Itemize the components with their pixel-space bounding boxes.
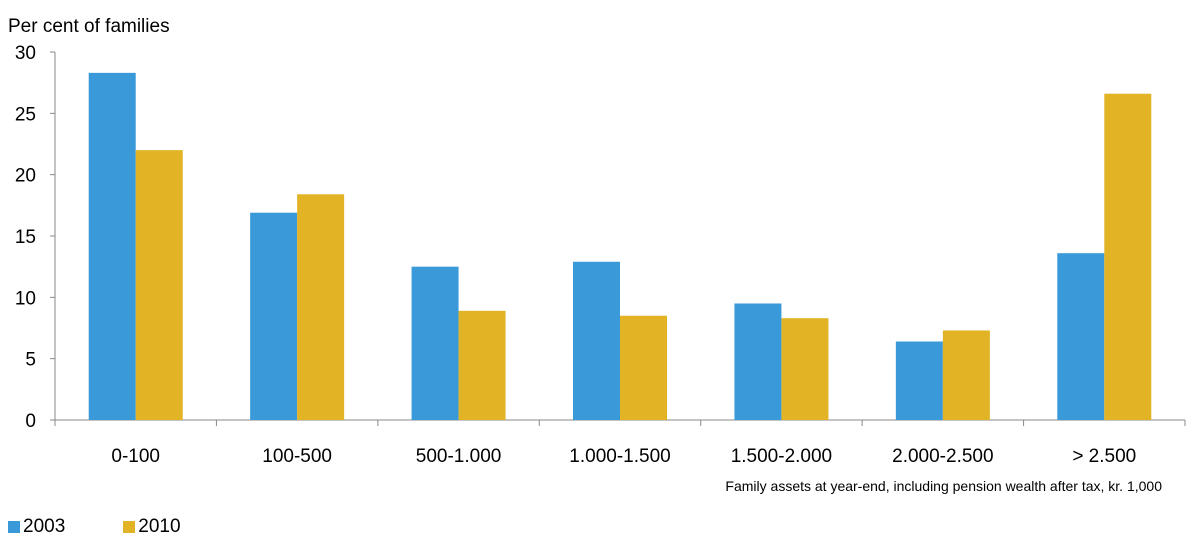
bar-2003-4 <box>734 303 782 420</box>
bar-2003-0 <box>88 72 136 420</box>
y-tick-label: 10 <box>15 288 36 309</box>
y-tick-label: 30 <box>15 43 36 64</box>
x-tick-label: 0-100 <box>111 446 160 467</box>
bar-2010-5 <box>942 330 990 420</box>
bar-2010-1 <box>297 194 345 420</box>
x-tick-label: 1.500-2.000 <box>731 446 832 467</box>
y-tick-label: 5 <box>25 350 36 371</box>
x-tick-label: 1.000-1.500 <box>569 446 670 467</box>
y-tick-label: 15 <box>15 227 36 248</box>
x-tick-label: > 2.500 <box>1072 446 1136 467</box>
legend-item-2010: 2010 <box>123 516 181 538</box>
bar-2010-0 <box>135 150 183 420</box>
x-tick-label: 500-1.000 <box>416 446 502 467</box>
bar-2010-6 <box>1104 93 1152 420</box>
legend-label-2010: 2010 <box>138 516 181 537</box>
y-tick-label: 20 <box>15 166 36 187</box>
bar-2003-1 <box>250 212 298 420</box>
x-tick-label: 2.000-2.500 <box>892 446 993 467</box>
legend: 2003 2010 <box>8 516 181 538</box>
legend-item-2003: 2003 <box>8 516 65 538</box>
bar-2010-4 <box>781 318 829 420</box>
legend-label-2003: 2003 <box>23 516 66 537</box>
bar-2003-6 <box>1057 253 1105 420</box>
y-tick-label: 0 <box>25 411 36 432</box>
y-tick-label: 25 <box>15 104 36 125</box>
legend-swatch-2010 <box>123 521 136 533</box>
bar-2003-2 <box>411 266 459 420</box>
x-axis-label: Family assets at year-end, including pen… <box>725 478 1162 494</box>
legend-swatch-2003 <box>8 521 20 533</box>
bar-2003-5 <box>895 341 943 420</box>
y-axis-label: Per cent of families <box>8 16 170 37</box>
bar-2010-2 <box>458 310 506 420</box>
bar-2003-3 <box>573 261 620 420</box>
x-tick-label: 100-500 <box>262 446 332 467</box>
bar-2010-3 <box>620 315 667 420</box>
